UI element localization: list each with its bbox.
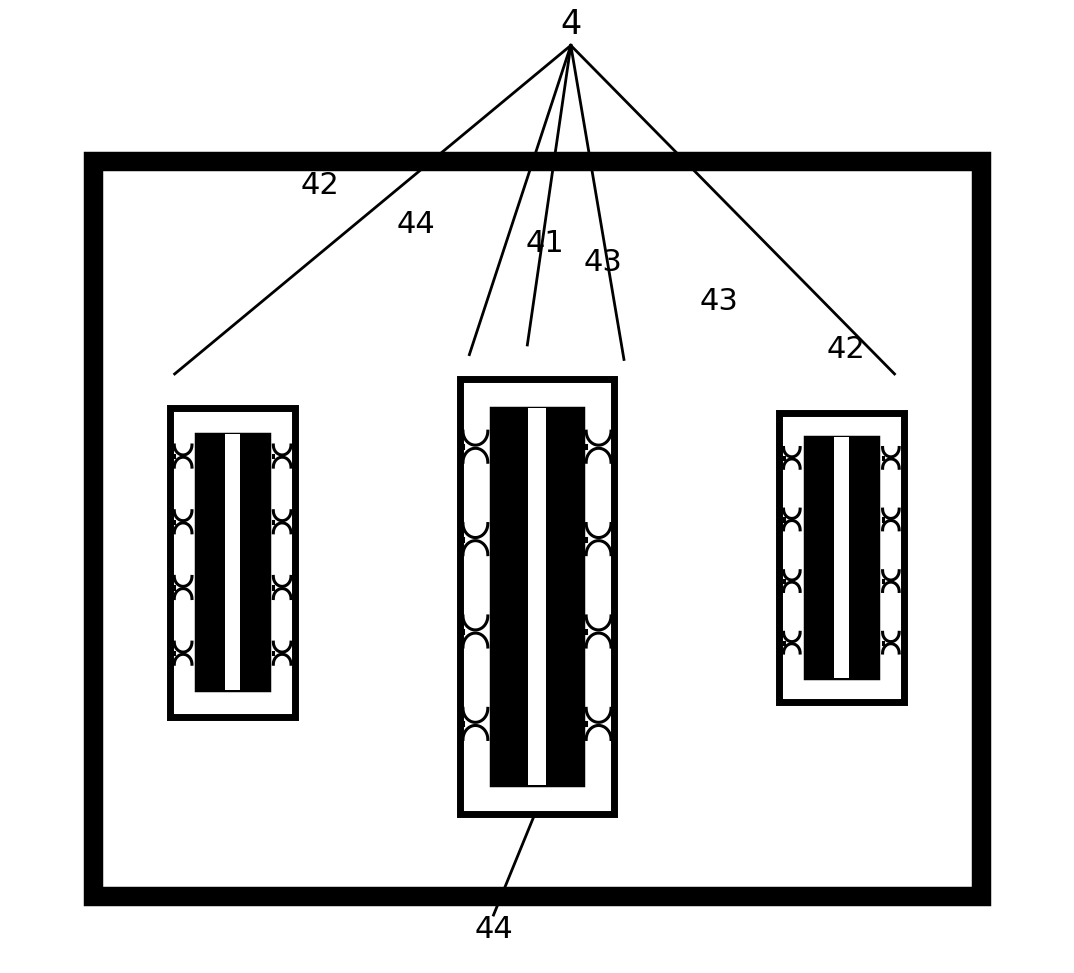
Text: 42: 42 <box>301 171 339 200</box>
Bar <box>527 408 547 784</box>
Bar <box>806 437 877 678</box>
Text: 43: 43 <box>583 248 622 277</box>
Bar <box>834 437 848 678</box>
Bar <box>92 162 982 896</box>
Bar <box>197 434 226 691</box>
Bar <box>547 408 583 784</box>
Bar <box>779 413 904 703</box>
Bar <box>460 378 614 813</box>
Text: 44: 44 <box>475 915 513 944</box>
Text: 42: 42 <box>827 336 866 364</box>
Bar <box>240 434 268 691</box>
Bar <box>491 408 527 784</box>
Bar <box>226 434 240 691</box>
Bar <box>170 408 295 717</box>
Bar <box>848 437 877 678</box>
Text: 43: 43 <box>699 287 738 316</box>
Bar <box>197 434 268 691</box>
Bar <box>491 408 583 784</box>
Text: 4: 4 <box>561 8 581 41</box>
Bar <box>806 437 834 678</box>
Text: 44: 44 <box>397 209 436 238</box>
Text: 41: 41 <box>525 229 564 258</box>
